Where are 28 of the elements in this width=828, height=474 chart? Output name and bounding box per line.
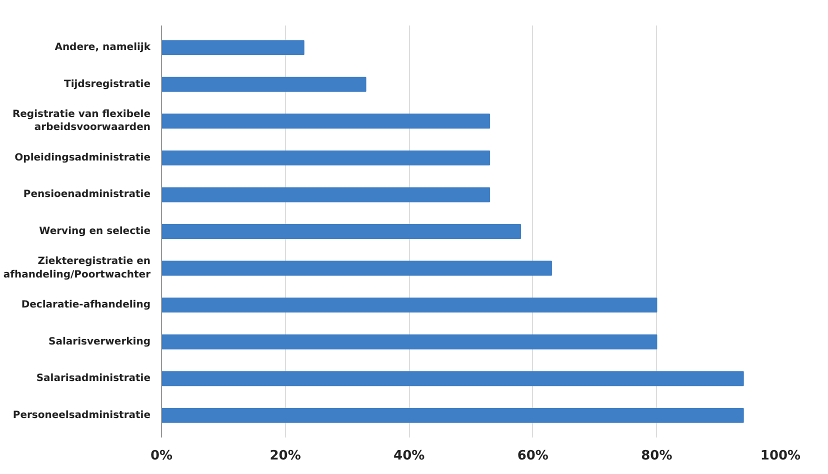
y-tick-label: Tijdsregistratie — [64, 78, 151, 90]
y-tick-label: Salarisverwerking — [48, 336, 151, 348]
y-tick-label: Registratie van flexibele arbeidsvoorwaarden — [12, 109, 151, 134]
y-tick-label: Werving en selectie — [39, 226, 151, 237]
x-tick-label: 40% — [394, 448, 425, 464]
bar — [162, 40, 304, 56]
y-tick-label: Opleidingsadministratie — [14, 152, 151, 164]
y-tick-label: Pensioenadministratie — [23, 189, 151, 200]
bar — [162, 114, 490, 129]
x-tick-label: 100% — [760, 448, 801, 464]
x-tick-label: 60% — [517, 448, 548, 464]
bar — [162, 224, 522, 239]
bar — [162, 298, 658, 313]
y-tick-label: Declaratie-afhandeling — [21, 300, 151, 311]
bar — [162, 76, 366, 92]
x-tick-label: 0% — [150, 448, 173, 464]
bar — [162, 371, 744, 386]
y-tick-label: Andere, namelijk — [54, 42, 151, 54]
y-tick-label: Salarisadministratie — [36, 373, 151, 384]
bar — [162, 408, 744, 423]
bar — [162, 260, 552, 276]
y-tick-label: Ziekteregistratie en afhandeling/Poortwachter — [3, 256, 151, 280]
y-tick-label: Personeelsadministratie — [12, 410, 151, 421]
x-tick-label: 20% — [270, 448, 301, 464]
x-tick-label: 80% — [641, 448, 672, 464]
bar — [162, 334, 658, 350]
bar — [162, 187, 490, 202]
bar — [162, 150, 490, 166]
